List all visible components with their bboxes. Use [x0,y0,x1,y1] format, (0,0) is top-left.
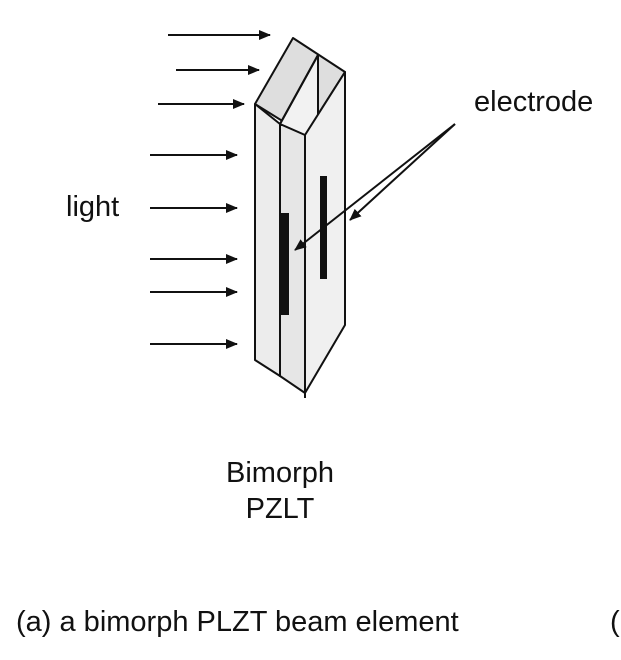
front-plate-face [254,103,281,377]
electrode-pointer-arrow [349,123,456,221]
device-label-line1: Bimorph [226,457,334,489]
electrode-front [280,213,289,315]
electrode-pointer-arrow [294,123,456,251]
device-label-line2: PZLT [245,493,315,525]
figure-caption: (a) a bimorph PLZT beam element [16,606,459,638]
plate-interface-edge [279,54,319,125]
bimorph-beam [254,37,346,398]
light-label: light [66,191,120,223]
electrode-pointers [294,123,456,251]
light-arrows [150,30,271,349]
device-label: Bimorph PZLT [180,455,380,527]
next-panel-caption-fragment: ( [610,606,620,638]
electrode-label: electrode [474,86,594,118]
